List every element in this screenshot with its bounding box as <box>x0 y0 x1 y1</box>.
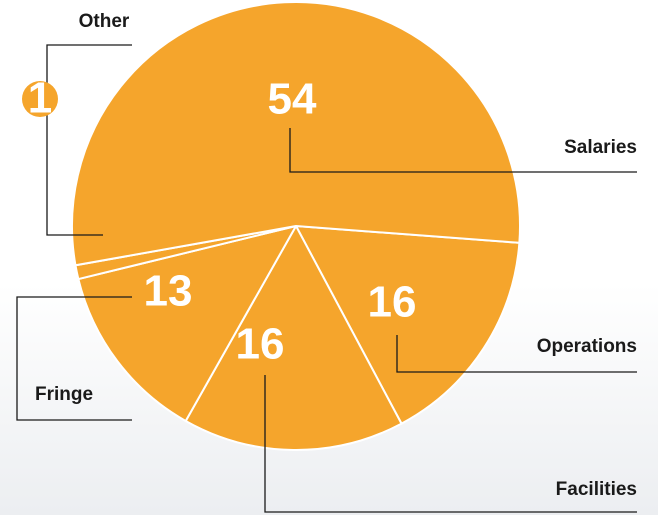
category-label: Other <box>79 11 130 32</box>
leader-line <box>46 44 132 236</box>
leader-line <box>16 296 132 421</box>
leader-line <box>396 335 637 373</box>
leader-line <box>264 375 637 513</box>
pie-slice <box>294 224 521 425</box>
value-badge <box>22 81 58 117</box>
category-label: Fringe <box>35 384 93 405</box>
pie-slice <box>184 223 403 451</box>
pie-slice <box>77 224 299 423</box>
leader-line <box>289 128 637 173</box>
category-label: Operations <box>537 336 637 357</box>
value-label: 1 <box>28 74 52 123</box>
pie-slice <box>71 1 521 267</box>
value-label: 16 <box>236 320 285 369</box>
value-label: 16 <box>368 278 417 327</box>
value-label: 54 <box>268 75 317 124</box>
category-label: Salaries <box>564 137 637 158</box>
value-label: 13 <box>144 267 193 316</box>
category-label: Facilities <box>556 479 637 500</box>
